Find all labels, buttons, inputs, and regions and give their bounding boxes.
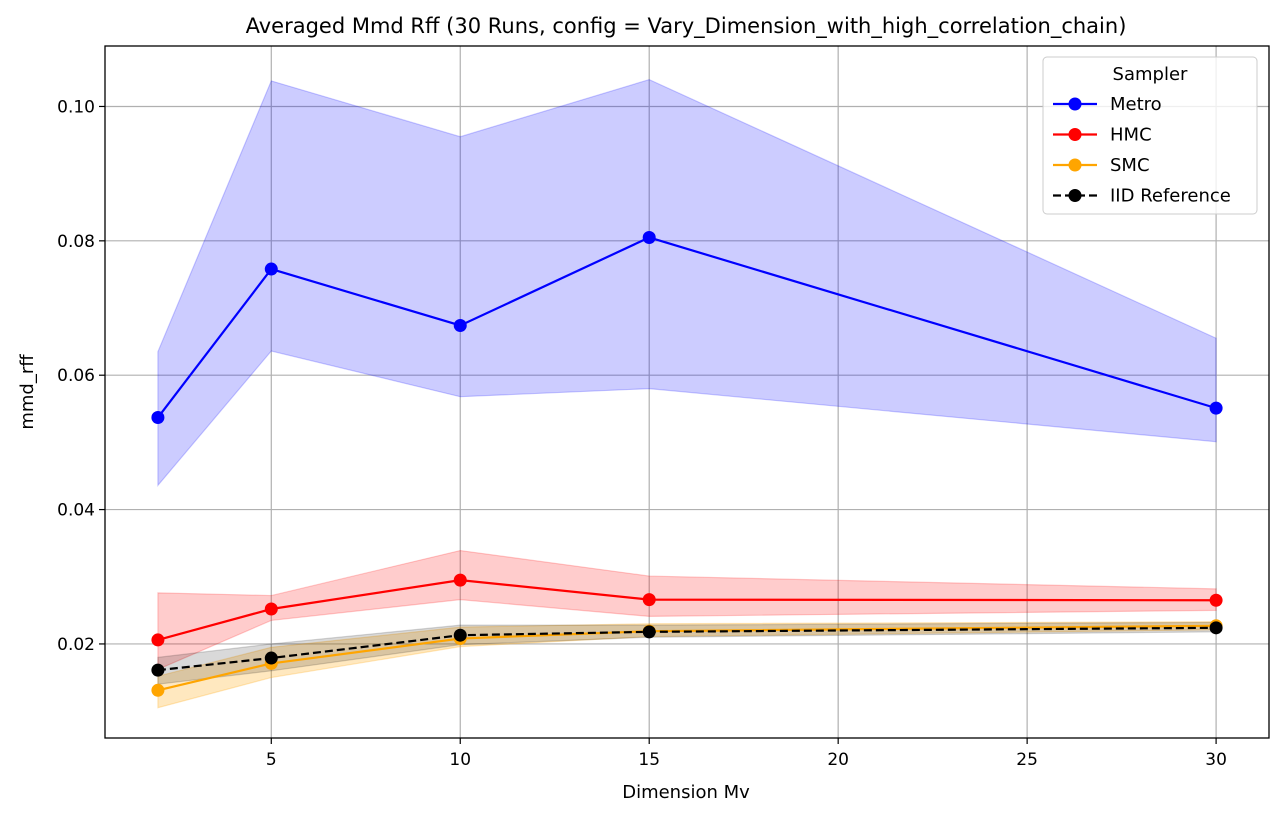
x-tick-label: 15 xyxy=(638,750,660,770)
hmc-point xyxy=(1209,593,1223,607)
chart-title: Averaged Mmd Rff (30 Runs, config = Vary… xyxy=(246,14,1127,39)
hmc-point xyxy=(264,602,278,616)
plot-area-frame xyxy=(104,45,1270,739)
y-tick-label: 0.06 xyxy=(57,366,95,386)
legend-iid-reference-marker xyxy=(1068,189,1082,202)
metro-point xyxy=(642,230,656,244)
x-tick-label: 5 xyxy=(266,750,277,770)
y-tick-label: 0.02 xyxy=(57,635,95,655)
x-tick-label: 10 xyxy=(449,750,471,770)
legend-metro-label: Metro xyxy=(1110,94,1162,115)
hmc-point xyxy=(151,633,165,647)
metro-point xyxy=(453,318,467,332)
x-tick-label: 25 xyxy=(1016,750,1038,770)
y-tick-label: 0.08 xyxy=(57,232,95,252)
iid-reference-point xyxy=(151,663,165,677)
iid-reference-point xyxy=(642,625,656,639)
legend-smc-label: SMC xyxy=(1110,155,1150,176)
series-points xyxy=(151,230,1223,697)
metro-point xyxy=(264,262,278,276)
legend-metro-marker xyxy=(1068,97,1082,111)
y-tick-label: 0.04 xyxy=(57,501,95,521)
x-tick-label: 30 xyxy=(1205,750,1227,770)
hmc-band xyxy=(157,549,1217,671)
legend-smc-marker xyxy=(1068,158,1082,172)
legend-hmc-label: HMC xyxy=(1110,125,1152,146)
hmc-point xyxy=(453,573,467,587)
legend: Sampler Metro HMC SMC IID Reference xyxy=(1042,56,1258,215)
legend-hmc-marker xyxy=(1068,128,1082,141)
y-tick-label: 0.10 xyxy=(57,97,95,117)
iid-reference-point xyxy=(264,651,278,665)
legend-iid-reference-label: IID Reference xyxy=(1110,186,1231,207)
x-tick-label: 20 xyxy=(827,750,849,770)
legend-frame xyxy=(1042,56,1258,215)
axis-ticks: 5 10 15 20 25 30 0.02 0.04 0.06 0.08 0.10 xyxy=(57,97,1227,770)
smc-point xyxy=(151,683,165,697)
x-axis-label: Dimension Mv xyxy=(622,782,750,803)
y-axis-label: mmd_rff xyxy=(17,354,38,430)
legend-title: Sampler xyxy=(1113,64,1188,85)
iid-reference-point xyxy=(1209,621,1223,635)
metro-band xyxy=(157,78,1217,488)
hmc-point xyxy=(642,593,656,607)
iid-reference-point xyxy=(453,628,467,642)
metro-point xyxy=(151,411,165,425)
metro-point xyxy=(1209,401,1223,415)
